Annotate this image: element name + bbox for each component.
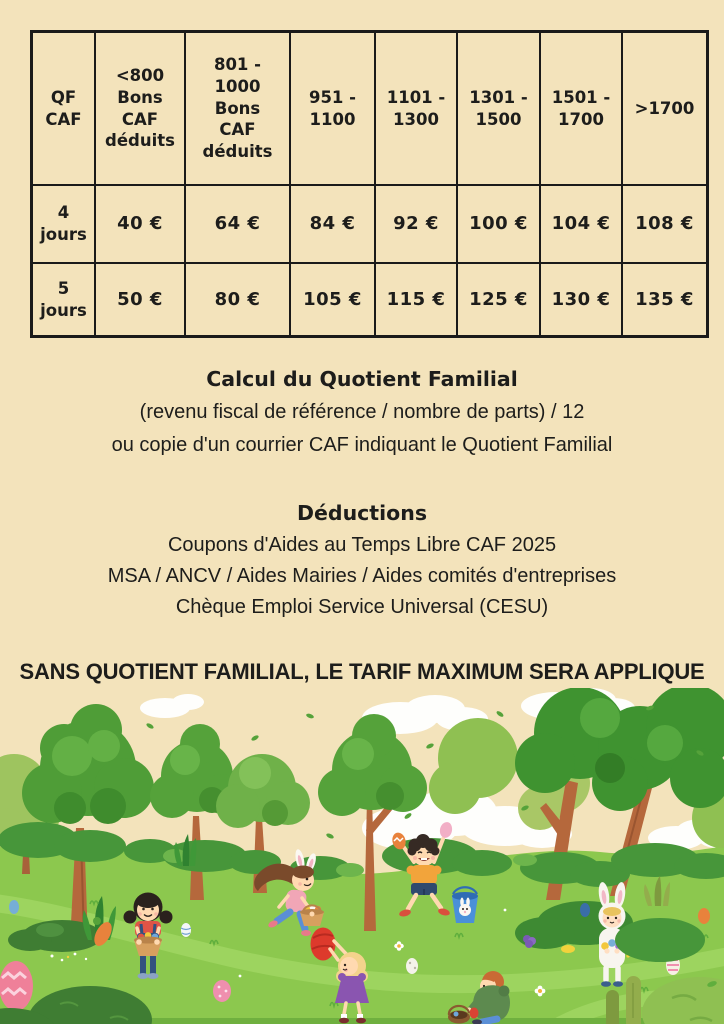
tree-mid: [216, 754, 310, 893]
table-cell: 105 €: [290, 263, 375, 336]
tall-grass-plant: [174, 834, 197, 866]
table-header-801-1000: 801 - 1000 Bons CAF déduits: [185, 32, 290, 185]
table-cell: 130 €: [540, 263, 622, 336]
easter-egg-orange: [698, 908, 710, 924]
table-cell: 100 €: [457, 185, 540, 263]
deductions-line-cesu: Chèque Emploi Service Universal (CESU): [175, 596, 549, 618]
table-header-over-1700: >1700: [622, 32, 707, 185]
tree-dark: [515, 688, 724, 900]
bush: [0, 822, 724, 949]
table-cell: 84 €: [290, 185, 375, 263]
quotient-formula-line: (revenu fiscal de référence / nombre de …: [139, 401, 585, 423]
grass-path-band: [0, 894, 724, 994]
child-basket-girl: [123, 892, 173, 979]
child-jumping-boy: [392, 822, 453, 917]
bush: [615, 918, 724, 1024]
leaf-accents: [146, 705, 704, 839]
table-cell: 108 €: [622, 185, 707, 263]
table-row-label-5-jours: 5 jours: [32, 263, 95, 336]
easter-egg-yellow: [561, 945, 575, 953]
deductions-section-title: Déductions: [296, 501, 428, 525]
easter-egg-dark-blue: [580, 903, 590, 917]
table-row-label-4-jours: 4 jours: [32, 185, 95, 263]
table-cell: 104 €: [540, 185, 622, 263]
table-cell: 92 €: [375, 185, 457, 263]
bush: [0, 986, 152, 1024]
deductions-line-coupons: Coupons d'Aides au Temps Libre CAF 2025: [167, 534, 557, 556]
easter-egg-striped-white: [180, 923, 192, 937]
child-purple-dress-girl: [310, 927, 369, 1024]
easter-egg-purple: [523, 935, 536, 948]
qf-pricing-table: QF CAF <800 Bons CAF déduits 801 - 1000 …: [30, 30, 709, 338]
quotient-caf-letter-line: ou copie d'un courrier CAF indiquant le …: [111, 434, 613, 456]
carrot: [82, 896, 116, 946]
max-tariff-notice: SANS QUOTIENT FAMILIAL, LE TARIF MAXIMUM…: [19, 659, 705, 684]
table-cell: 115 €: [375, 263, 457, 336]
agave-plant: [644, 876, 670, 906]
table-cell: 80 €: [185, 263, 290, 336]
tree-dark: [318, 714, 427, 931]
table-header-951-1100: 951 - 1100: [290, 32, 375, 185]
table-cell: 64 €: [185, 185, 290, 263]
bush: [8, 920, 102, 952]
child-crouching-boy: [447, 971, 510, 1024]
quotient-section-title: Calcul du Quotient Familial: [206, 367, 518, 391]
table-header-1501-1700: 1501 - 1700: [540, 32, 622, 185]
table-cell: 50 €: [95, 263, 185, 336]
table-cell: 40 €: [95, 185, 185, 263]
park-illustration: [0, 688, 724, 1024]
easter-egg-pink-zigzag: [0, 961, 33, 1011]
easter-bucket: [452, 886, 478, 923]
table-cell: 125 €: [457, 263, 540, 336]
child-bunny-ears-girl: [254, 849, 324, 936]
table-header-1301-1500: 1301 - 1500: [457, 32, 540, 185]
table-header-qf-caf: QF CAF: [32, 32, 95, 185]
deductions-line-msa: MSA / ANCV / Aides Mairies / Aides comit…: [107, 565, 617, 587]
easter-egg-white-dotted: [406, 958, 418, 974]
table-header-1101-1300: 1101 - 1300: [375, 32, 457, 185]
table-header-under-800: <800 Bons CAF déduits: [95, 32, 185, 185]
easter-egg-pink-dotted: [213, 980, 231, 1002]
table-cell: 135 €: [622, 263, 707, 336]
easter-egg-blue: [9, 900, 19, 914]
